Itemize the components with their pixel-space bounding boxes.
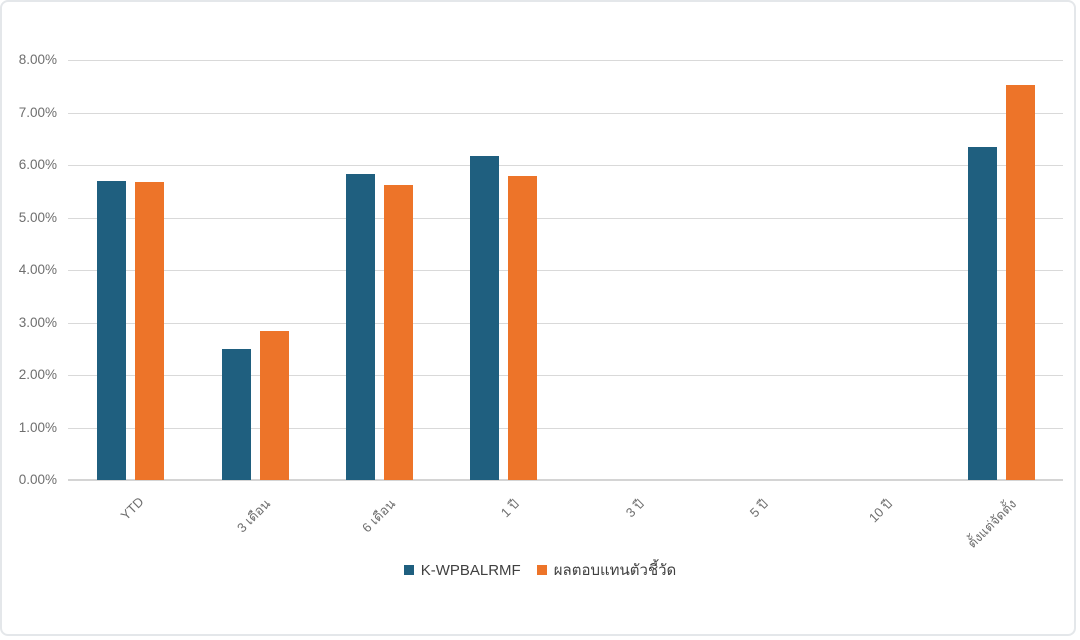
gridline xyxy=(68,165,1063,166)
gridline xyxy=(68,60,1063,61)
bar-series1-cat2 xyxy=(383,184,413,480)
y-axis-tick-label: 0.00% xyxy=(18,472,57,487)
y-axis-tick-label: 3.00% xyxy=(18,314,57,330)
legend-item-benchmark: ผลตอบแทนตัวชี้วัด xyxy=(536,558,677,582)
legend-item-fund: K-WPBALRMF xyxy=(403,561,521,579)
legend-label-fund: K-WPBALRMF xyxy=(420,561,521,579)
y-axis-tick-label: 5.00% xyxy=(18,209,57,225)
gridline xyxy=(68,322,1063,324)
x-axis-category-label: 3 เดือน xyxy=(234,496,274,536)
y-axis-tick-label: 6.00% xyxy=(18,157,57,172)
y-axis-tick-label: 2.00% xyxy=(18,367,57,382)
bar-series1-cat0 xyxy=(135,181,165,480)
x-axis-line xyxy=(68,479,1063,481)
x-axis-category-label: ตั้งแต่จัดตั้ง xyxy=(964,496,1020,551)
bar-series0-cat3 xyxy=(470,156,500,480)
bar-series0-cat1 xyxy=(221,348,251,480)
x-axis-category-label: 3 ปี xyxy=(622,496,647,521)
legend: K-WPBALRMF ผลตอบแทนตัวชี้วัด xyxy=(0,558,1080,582)
y-axis-tick-label: 4.00% xyxy=(18,262,57,277)
y-axis-tick-label: 8.00% xyxy=(18,52,57,67)
bar-series0-cat2 xyxy=(345,174,375,480)
y-axis-tick-label: 7.00% xyxy=(18,104,57,120)
x-axis-category-label: 10 ปี xyxy=(865,496,896,526)
gridline xyxy=(68,270,1063,271)
gridline xyxy=(68,375,1063,376)
bar-series1-cat7 xyxy=(1005,85,1035,480)
bar-series1-cat3 xyxy=(508,176,538,480)
x-axis-category-label: 1 ปี xyxy=(497,496,523,521)
legend-label-benchmark: ผลตอบแทนตัวชี้วัด xyxy=(553,562,677,579)
legend-swatch-benchmark-icon xyxy=(536,565,547,575)
legend-swatch-fund-icon xyxy=(403,565,414,575)
bar-series1-cat1 xyxy=(259,331,289,480)
x-axis-category-label: YTD xyxy=(117,494,147,523)
gridline xyxy=(68,217,1063,219)
x-axis-category-label: 6 เดือน xyxy=(358,496,398,536)
x-axis-category-label: 5 ปี xyxy=(746,496,771,521)
bar-series0-cat7 xyxy=(967,146,997,480)
bar-series0-cat0 xyxy=(97,180,127,480)
gridline xyxy=(68,427,1063,429)
y-axis-tick-label: 1.00% xyxy=(18,419,57,435)
gridline xyxy=(68,112,1063,114)
